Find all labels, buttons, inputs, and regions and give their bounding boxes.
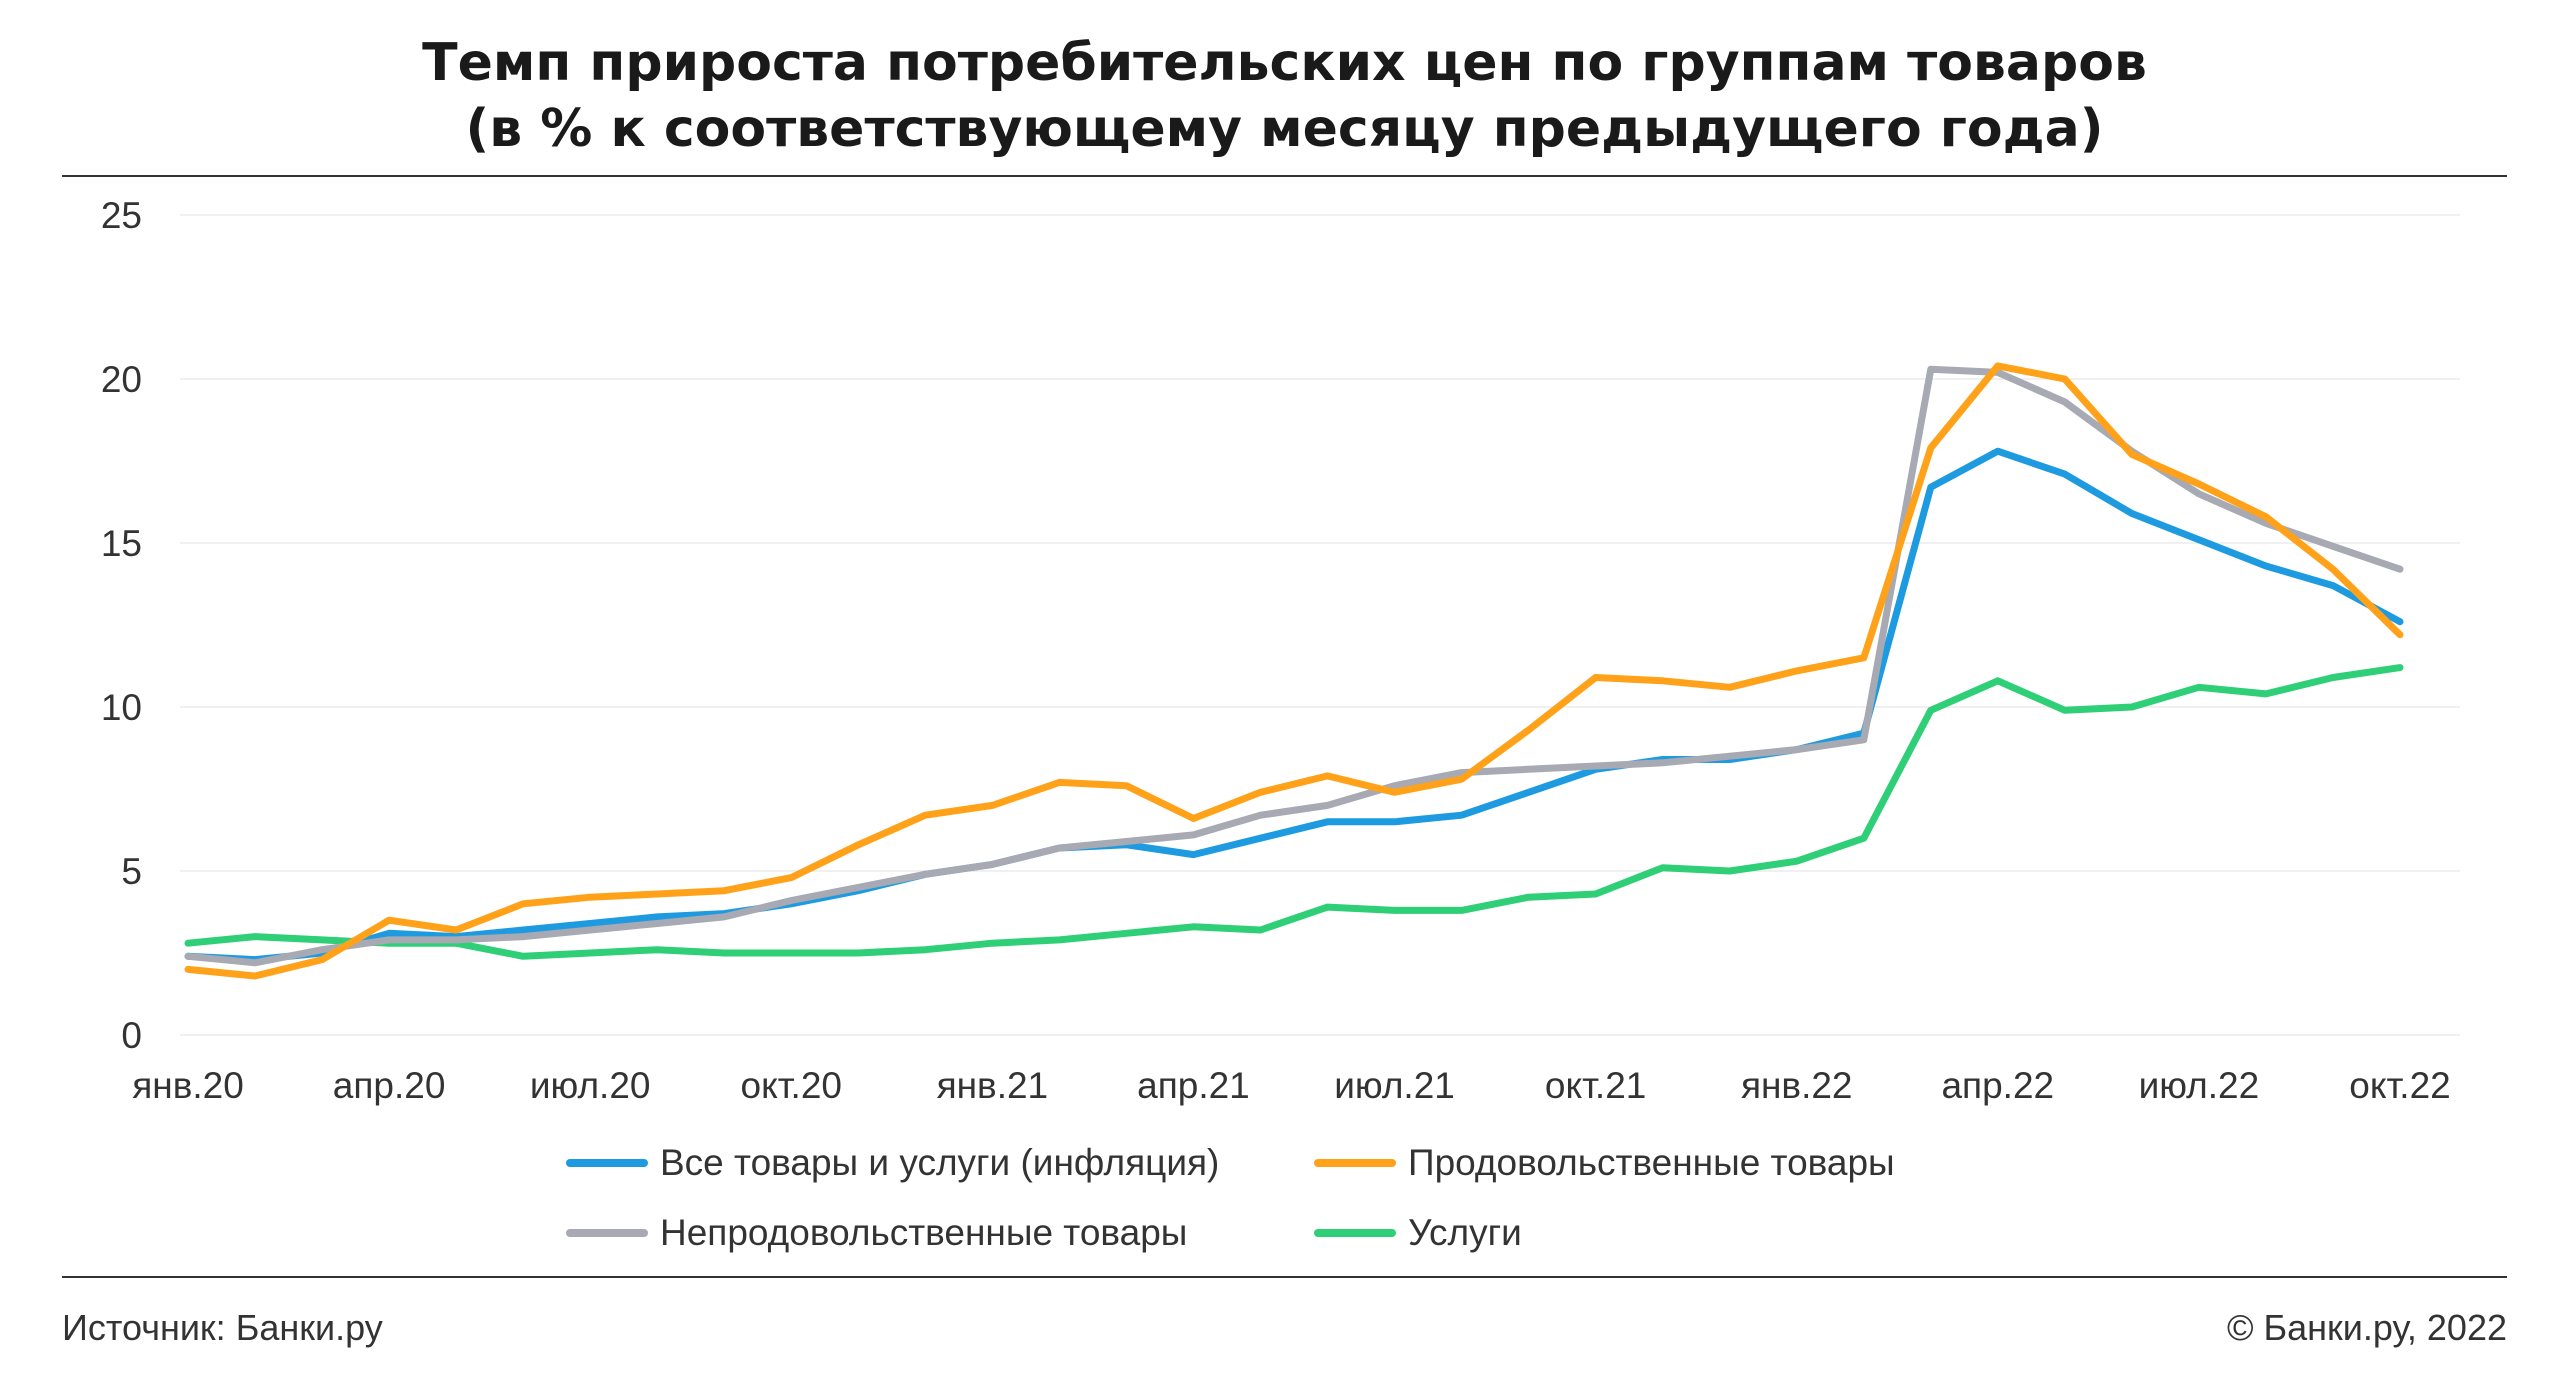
x-axis-ticks: янв.20 апр.20 июл.20 окт.20 янв.21 апр.21 июл.… <box>132 1065 2451 1106</box>
y-tick-label: 10 <box>101 687 142 728</box>
legend-swatch-all <box>566 1159 648 1167</box>
x-tick-label: янв.22 <box>1741 1065 1853 1106</box>
x-tick-label: июл.21 <box>1334 1065 1455 1106</box>
legend-label-services: Услуги <box>1408 1212 1522 1253</box>
y-tick-label: 15 <box>101 523 142 564</box>
x-tick-label: апр.21 <box>1137 1065 1250 1106</box>
bottom-divider <box>62 1276 2507 1278</box>
series-line-nonfood <box>184 365 2404 967</box>
x-tick-label: апр.22 <box>1941 1065 2054 1106</box>
x-tick-label: окт.20 <box>741 1065 842 1106</box>
chart-title: Темп прироста потребительских цен по гру… <box>422 33 2147 93</box>
legend-swatch-services <box>1314 1229 1396 1237</box>
legend-swatch-nonfood <box>566 1229 648 1237</box>
legend-item-services: Услуги <box>1314 1212 1522 1254</box>
legend-item-all: Все товары и услуги (инфляция) <box>566 1142 1219 1184</box>
source-note: Источник: Банки.ру <box>62 1307 383 1348</box>
x-tick-label: июл.22 <box>2139 1065 2260 1106</box>
legend-label-nonfood: Непродовольственные товары <box>660 1212 1188 1253</box>
x-tick-label: окт.22 <box>2349 1065 2450 1106</box>
x-tick-label: янв.20 <box>132 1065 244 1106</box>
y-tick-label: 20 <box>101 359 142 400</box>
y-tick-label: 0 <box>121 1015 142 1056</box>
top-divider <box>62 175 2507 177</box>
series-line-services <box>184 664 2404 960</box>
x-tick-label: окт.21 <box>1545 1065 1646 1106</box>
legend-item-food: Продовольственные товары <box>1314 1142 1895 1184</box>
series-line-all-goods-services <box>184 447 2404 964</box>
legend-swatch-food <box>1314 1159 1396 1167</box>
chart-subtitle: (в % к соответствующему месяцу предыдуще… <box>465 99 2104 159</box>
x-tick-label: апр.20 <box>333 1065 446 1106</box>
x-tick-label: янв.21 <box>937 1065 1049 1106</box>
y-tick-label: 5 <box>121 851 142 892</box>
legend-label-all: Все товары и услуги (инфляция) <box>660 1142 1220 1183</box>
series-lines <box>184 362 2404 980</box>
x-tick-label: июл.20 <box>530 1065 651 1106</box>
y-axis-ticks: 0 5 10 15 20 25 <box>101 195 142 1056</box>
legend-label-food: Продовольственные товары <box>1408 1142 1895 1183</box>
series-line-food <box>184 362 2404 980</box>
gridlines <box>180 214 2460 1036</box>
copyright-note: © Банки.ру, 2022 <box>2226 1307 2507 1348</box>
legend-item-nonfood: Непродовольственные товары <box>566 1212 1187 1254</box>
y-tick-label: 25 <box>101 195 142 236</box>
